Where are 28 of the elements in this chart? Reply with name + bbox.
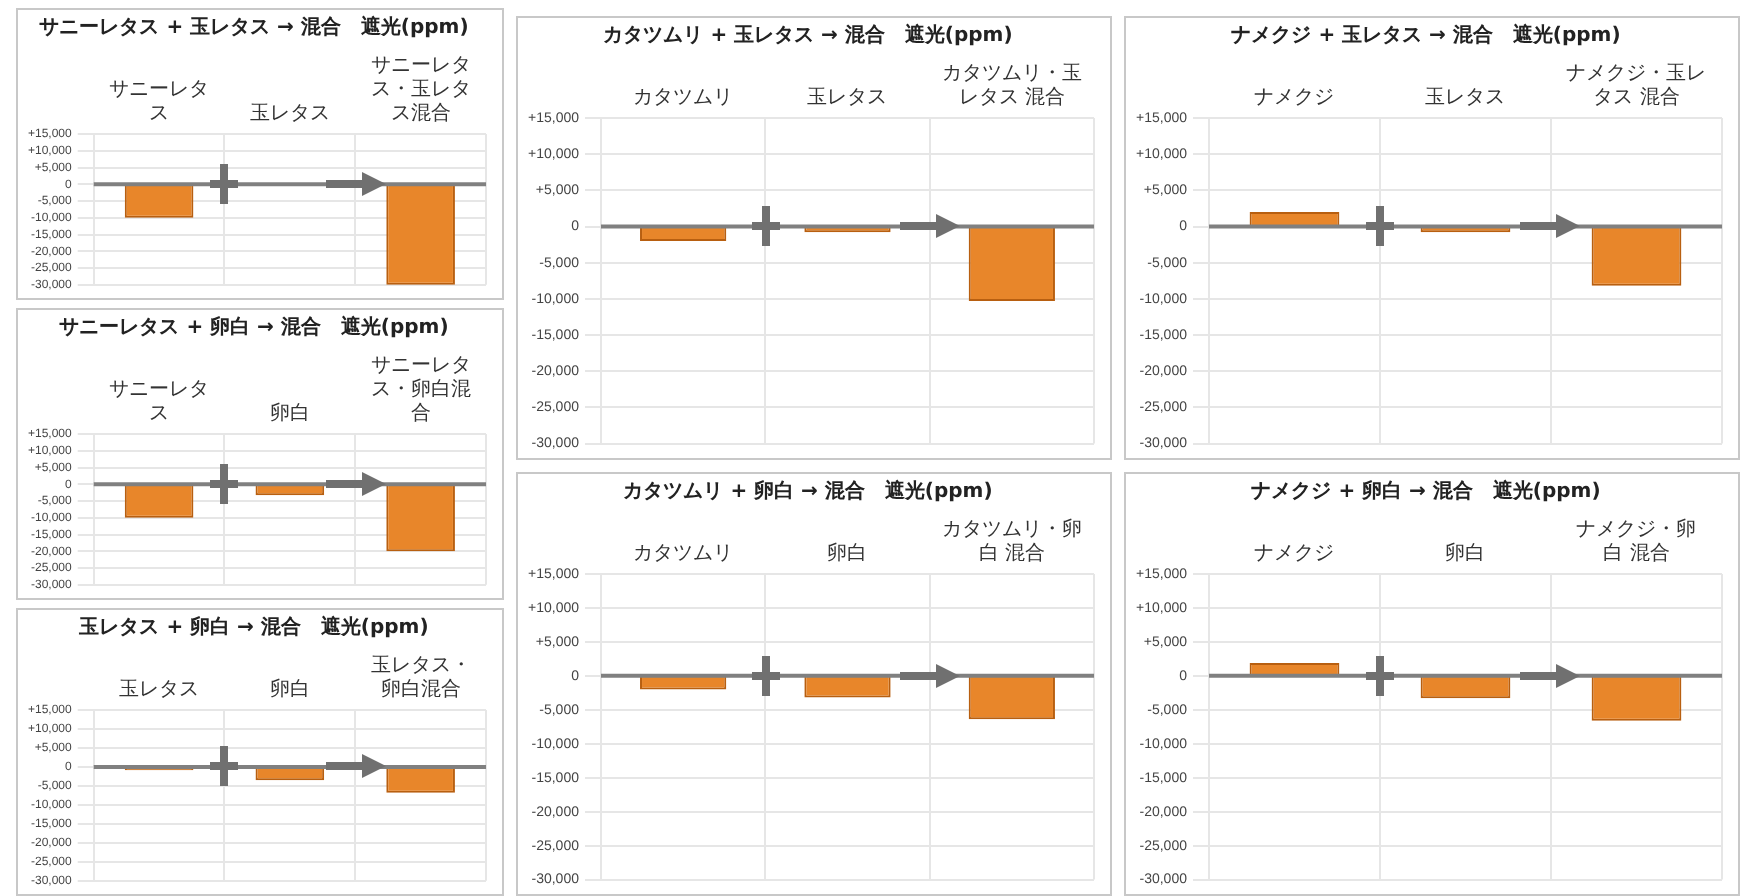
chart-title: カタツムリ + 玉レタス → 混合 遮光(ppm) [603, 23, 1013, 48]
x-tick-label: サニーレタス・卵白混合 [370, 355, 471, 426]
x-tick-label: 卵白 [269, 677, 310, 702]
x-tick-label: サニーレタス [109, 379, 210, 426]
x-tick-label: ナメクジ [1254, 543, 1335, 566]
x-tick-label: 玉レタス・卵白混合 [370, 655, 471, 702]
x-tick-label: ナメクジ [1254, 87, 1335, 110]
x-tick-label: ナメクジ・卵白 混合 [1576, 517, 1697, 566]
x-tick-label: 玉レタス [807, 87, 888, 110]
x-tick-label: カタツムリ [633, 87, 734, 110]
x-tick-label: 玉レタス [249, 103, 330, 126]
chart-title: サニーレタス + 玉レタス → 混合 遮光(ppm) [39, 15, 469, 40]
x-tick-label: サニーレタス [109, 79, 210, 126]
chart-title: 玉レタス + 卵白 → 混合 遮光(ppm) [77, 615, 429, 640]
x-tick-label: サニーレタス・玉レタス混合 [370, 55, 471, 126]
x-tick-label: 玉レタス [119, 679, 200, 702]
x-tick-label: ナメクジ・玉レタス 混合 [1566, 63, 1707, 110]
x-tick-label: 卵白 [827, 541, 868, 566]
chart-title: ナメクジ + 卵白 → 混合 遮光(ppm) [1251, 479, 1601, 504]
x-tick-label: 玉レタス [1425, 87, 1506, 110]
x-tick-label: カタツムリ [633, 543, 734, 566]
x-tick-label: 卵白 [269, 401, 310, 426]
chart-title: サニーレタス + 卵白 → 混合 遮光(ppm) [59, 315, 449, 340]
chart-title: カタツムリ + 卵白 → 混合 遮光(ppm) [623, 479, 993, 504]
x-tick-label: カタツムリ・卵白 混合 [941, 517, 1082, 566]
chart-title: ナメクジ + 玉レタス → 混合 遮光(ppm) [1231, 23, 1621, 48]
x-tick-label: 卵白 [1445, 541, 1486, 566]
x-tick-label: カタツムリ・玉レタス 混合 [941, 63, 1082, 110]
